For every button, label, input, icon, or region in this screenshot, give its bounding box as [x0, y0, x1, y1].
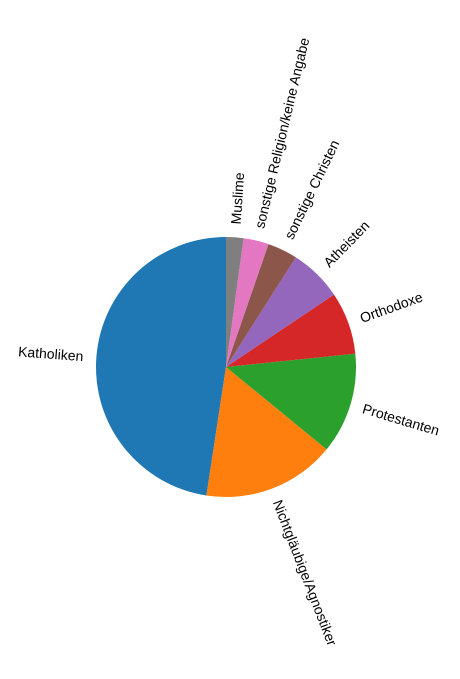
pie-slice-sonstige-christen [226, 244, 296, 367]
pie-label-orthodoxe: Orthodoxe [358, 289, 425, 326]
pie-slice-nichtglaeubige-agnostiker [206, 367, 327, 497]
pie-slice-sonstige-religion-keine-angabe [226, 238, 269, 367]
pie-slice-muslime [226, 237, 244, 367]
pie-label-muslime: Muslime [228, 172, 248, 225]
pie-slice-orthodoxe [226, 294, 356, 367]
pie-label-protestanten: Protestanten [361, 400, 442, 438]
pie-slices [96, 237, 356, 497]
pie-slice-atheisten [226, 257, 334, 367]
pie-label-katholiken: Katholiken [18, 343, 84, 364]
pie-label-sonstige-christen: sonstige Christen [281, 137, 342, 241]
pie-label-atheisten: Atheisten [320, 217, 372, 270]
pie-slice-katholiken [96, 237, 226, 496]
pie-slice-protestanten [226, 353, 356, 450]
pie-label-nichtglaeubige-agnostiker: Nichtgläubige/Agnostiker [270, 498, 341, 649]
